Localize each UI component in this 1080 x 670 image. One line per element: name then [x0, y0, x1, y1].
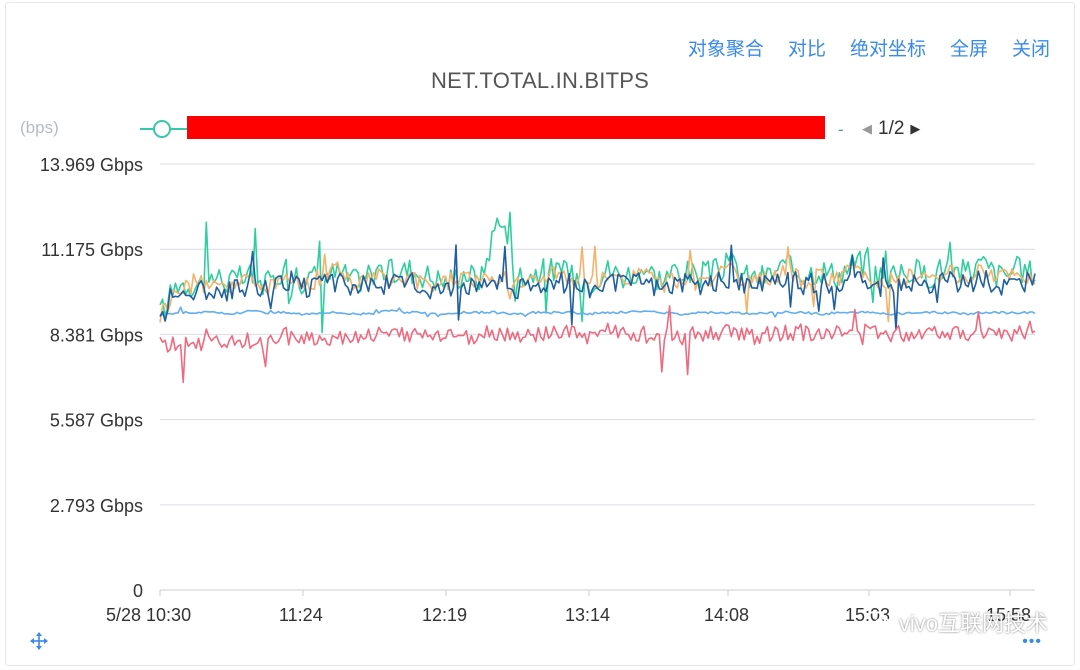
series-line: [159, 245, 1036, 323]
x-tick-label: 15:58: [986, 605, 1031, 625]
series-line: [159, 244, 1036, 331]
close-button[interactable]: 关闭: [1011, 38, 1050, 60]
x-tick-label: 11:24: [279, 605, 323, 625]
legend-redacted-bar: [187, 116, 825, 139]
y-tick-label: 13.969 Gbps: [40, 155, 143, 175]
caret-left-icon[interactable]: ◀: [862, 121, 872, 136]
x-tick-label: 13:14: [565, 605, 610, 625]
absolute-axis-button[interactable]: 绝对坐标: [849, 38, 926, 60]
watermark-text: vivo互联网技术: [898, 611, 1048, 636]
y-tick-label: 11.175 Gbps: [41, 240, 143, 260]
x-tick-label: 14:08: [704, 605, 749, 625]
aggregate-button[interactable]: 对象聚合: [687, 38, 764, 60]
legend-circle-icon[interactable]: [140, 119, 188, 139]
compare-button[interactable]: 对比: [787, 38, 826, 60]
series-path: [159, 244, 1036, 331]
y-tick-label: 0: [133, 581, 143, 601]
move-icon[interactable]: [30, 632, 48, 650]
watermark: vivo互联网技术: [863, 606, 1048, 638]
chart-toolbar: 对象聚合 对比 绝对坐标 全屏 关闭: [688, 34, 1050, 61]
y-tick-label: 2.793 Gbps: [50, 496, 143, 516]
series-path: [159, 306, 1036, 318]
chart-title: NET.TOTAL.IN.BITPS: [431, 68, 649, 93]
x-tick-label: 5/28 10:30: [106, 605, 191, 625]
y-unit-label: (bps): [20, 118, 59, 137]
fullscreen-button[interactable]: 全屏: [949, 38, 988, 60]
series-path: [159, 245, 1036, 323]
y-tick-label: 8.381 Gbps: [50, 325, 143, 345]
y-tick-label: 5.587 Gbps: [50, 411, 143, 431]
series-line: [159, 306, 1036, 318]
series-path: [159, 305, 1036, 384]
more-icon[interactable]: •••: [1022, 633, 1042, 650]
legend-dash: -: [838, 120, 844, 139]
pager-text: 1/2: [878, 118, 905, 139]
legend-pager: ◀ 1/2 ▶: [862, 118, 920, 140]
x-tick-label: 12:19: [422, 605, 467, 625]
series-line: [159, 305, 1036, 384]
caret-right-icon[interactable]: ▶: [910, 121, 921, 136]
wechat-icon: [863, 611, 892, 633]
